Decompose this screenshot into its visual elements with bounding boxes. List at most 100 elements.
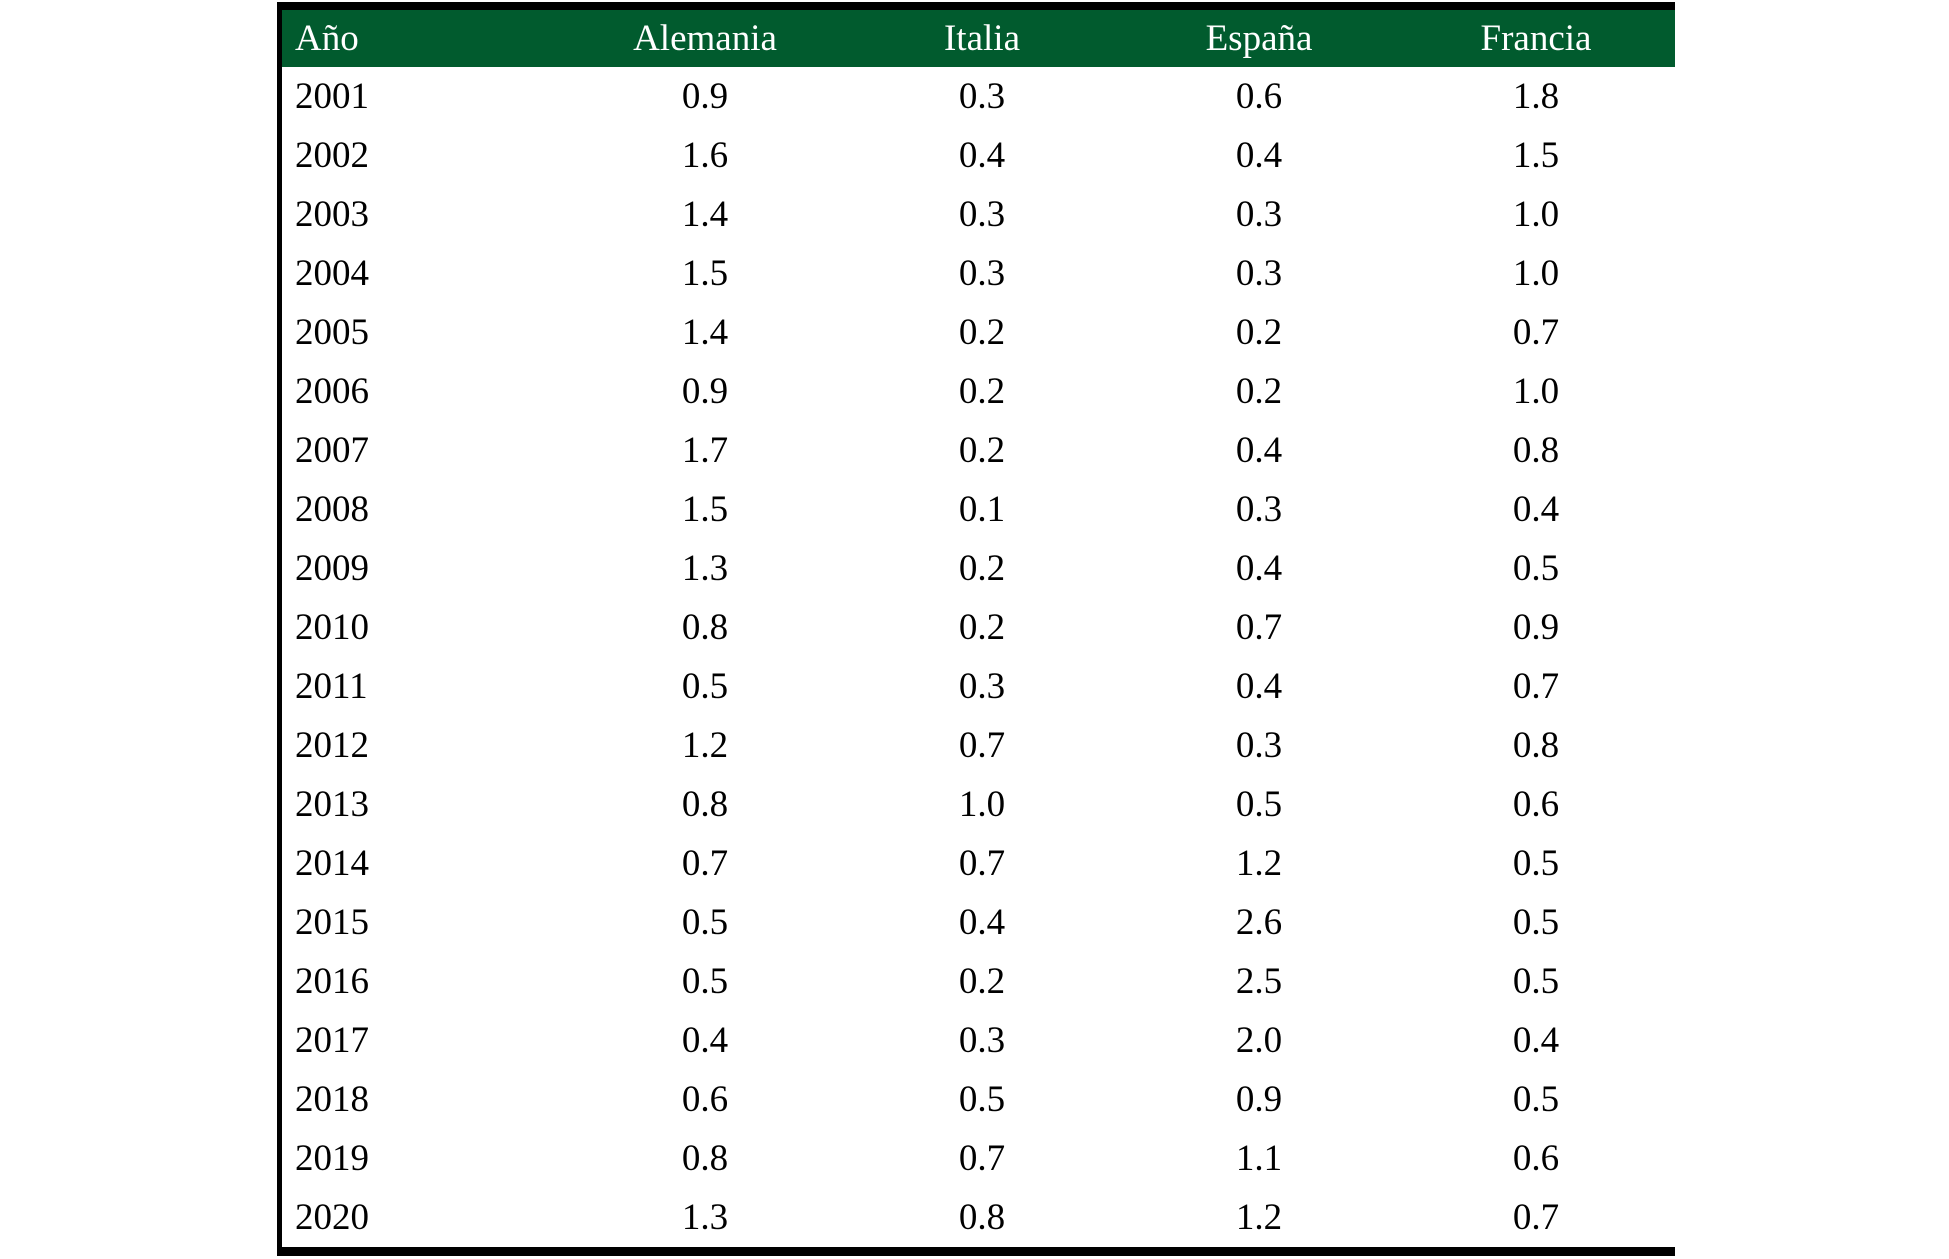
- year-cell: 2012: [279, 716, 567, 775]
- value-cell: 0.3: [843, 185, 1121, 244]
- table-row: 2010 0.8 0.2 0.7 0.9: [279, 598, 1675, 657]
- table-row: 2002 1.6 0.4 0.4 1.5: [279, 126, 1675, 185]
- value-cell: 0.2: [1120, 303, 1398, 362]
- value-cell: 0.3: [1120, 185, 1398, 244]
- value-cell: 0.3: [1120, 480, 1398, 539]
- value-cell: 0.4: [1120, 539, 1398, 598]
- value-cell: 1.3: [566, 1188, 844, 1252]
- table-row: 2014 0.7 0.7 1.2 0.5: [279, 834, 1675, 893]
- value-cell: 1.2: [566, 716, 844, 775]
- year-cell: 2009: [279, 539, 567, 598]
- value-cell: 0.2: [843, 303, 1121, 362]
- year-cell: 2002: [279, 126, 567, 185]
- year-cell: 2008: [279, 480, 567, 539]
- table-row: 2020 1.3 0.8 1.2 0.7: [279, 1188, 1675, 1252]
- table-body: 2001 0.9 0.3 0.6 1.8 2002 1.6 0.4 0.4 1.5 2003 1.4 0…: [279, 67, 1675, 1252]
- value-cell: 0.5: [1397, 952, 1675, 1011]
- table-header: Año Alemania Italia España Francia: [279, 6, 1675, 67]
- table-row: 2011 0.5 0.3 0.4 0.7: [279, 657, 1675, 716]
- value-cell: 0.8: [1397, 716, 1675, 775]
- value-cell: 0.5: [1397, 1070, 1675, 1129]
- value-cell: 0.5: [1120, 775, 1398, 834]
- value-cell: 0.5: [843, 1070, 1121, 1129]
- year-cell: 2016: [279, 952, 567, 1011]
- value-cell: 0.7: [843, 834, 1121, 893]
- value-cell: 0.5: [1397, 893, 1675, 952]
- year-cell: 2005: [279, 303, 567, 362]
- value-cell: 2.0: [1120, 1011, 1398, 1070]
- value-cell: 0.9: [566, 362, 844, 421]
- year-cell: 2019: [279, 1129, 567, 1188]
- value-cell: 1.0: [1397, 362, 1675, 421]
- year-cell: 2011: [279, 657, 567, 716]
- value-cell: 0.8: [1397, 421, 1675, 480]
- value-cell: 1.0: [843, 775, 1121, 834]
- value-cell: 1.2: [1120, 834, 1398, 893]
- value-cell: 0.4: [1397, 480, 1675, 539]
- table-row: 2008 1.5 0.1 0.3 0.4: [279, 480, 1675, 539]
- year-cell: 2001: [279, 67, 567, 126]
- table-row: 2003 1.4 0.3 0.3 1.0: [279, 185, 1675, 244]
- data-table-container: Año Alemania Italia España Francia 2001 0…: [277, 2, 1675, 1256]
- year-cell: 2014: [279, 834, 567, 893]
- value-cell: 0.6: [1397, 775, 1675, 834]
- value-cell: 1.4: [566, 303, 844, 362]
- value-cell: 0.7: [843, 716, 1121, 775]
- value-cell: 1.6: [566, 126, 844, 185]
- table-row: 2001 0.9 0.3 0.6 1.8: [279, 67, 1675, 126]
- value-cell: 0.3: [843, 67, 1121, 126]
- year-cell: 2006: [279, 362, 567, 421]
- value-cell: 0.4: [843, 893, 1121, 952]
- value-cell: 0.7: [1397, 303, 1675, 362]
- value-cell: 0.9: [1120, 1070, 1398, 1129]
- value-cell: 0.9: [566, 67, 844, 126]
- value-cell: 0.7: [843, 1129, 1121, 1188]
- value-cell: 1.3: [566, 539, 844, 598]
- table-row: 2005 1.4 0.2 0.2 0.7: [279, 303, 1675, 362]
- year-cell: 2018: [279, 1070, 567, 1129]
- data-table: Año Alemania Italia España Francia 2001 0…: [277, 2, 1675, 1256]
- table-row: 2009 1.3 0.2 0.4 0.5: [279, 539, 1675, 598]
- table-row: 2019 0.8 0.7 1.1 0.6: [279, 1129, 1675, 1188]
- value-cell: 2.5: [1120, 952, 1398, 1011]
- value-cell: 0.6: [1120, 67, 1398, 126]
- year-cell: 2003: [279, 185, 567, 244]
- year-cell: 2004: [279, 244, 567, 303]
- year-cell: 2007: [279, 421, 567, 480]
- value-cell: 0.2: [1120, 362, 1398, 421]
- value-cell: 0.8: [566, 598, 844, 657]
- value-cell: 0.8: [843, 1188, 1121, 1252]
- value-cell: 0.2: [843, 952, 1121, 1011]
- value-cell: 0.3: [843, 657, 1121, 716]
- year-cell: 2010: [279, 598, 567, 657]
- column-header-espana: España: [1120, 6, 1398, 67]
- value-cell: 1.1: [1120, 1129, 1398, 1188]
- value-cell: 0.5: [566, 893, 844, 952]
- value-cell: 0.5: [1397, 834, 1675, 893]
- table-row: 2016 0.5 0.2 2.5 0.5: [279, 952, 1675, 1011]
- value-cell: 0.3: [843, 244, 1121, 303]
- year-cell: 2017: [279, 1011, 567, 1070]
- value-cell: 0.9: [1397, 598, 1675, 657]
- value-cell: 0.2: [843, 421, 1121, 480]
- value-cell: 1.4: [566, 185, 844, 244]
- value-cell: 1.5: [566, 480, 844, 539]
- value-cell: 0.7: [1397, 657, 1675, 716]
- value-cell: 0.5: [566, 952, 844, 1011]
- table-row: 2018 0.6 0.5 0.9 0.5: [279, 1070, 1675, 1129]
- value-cell: 0.1: [843, 480, 1121, 539]
- value-cell: 0.5: [566, 657, 844, 716]
- header-row: Año Alemania Italia España Francia: [279, 6, 1675, 67]
- value-cell: 0.4: [1397, 1011, 1675, 1070]
- value-cell: 0.7: [566, 834, 844, 893]
- value-cell: 0.4: [1120, 421, 1398, 480]
- value-cell: 1.2: [1120, 1188, 1398, 1252]
- value-cell: 0.3: [1120, 716, 1398, 775]
- year-cell: 2015: [279, 893, 567, 952]
- value-cell: 0.6: [1397, 1129, 1675, 1188]
- column-header-italia: Italia: [843, 6, 1121, 67]
- column-header-alemania: Alemania: [566, 6, 844, 67]
- value-cell: 0.2: [843, 598, 1121, 657]
- table-row: 2004 1.5 0.3 0.3 1.0: [279, 244, 1675, 303]
